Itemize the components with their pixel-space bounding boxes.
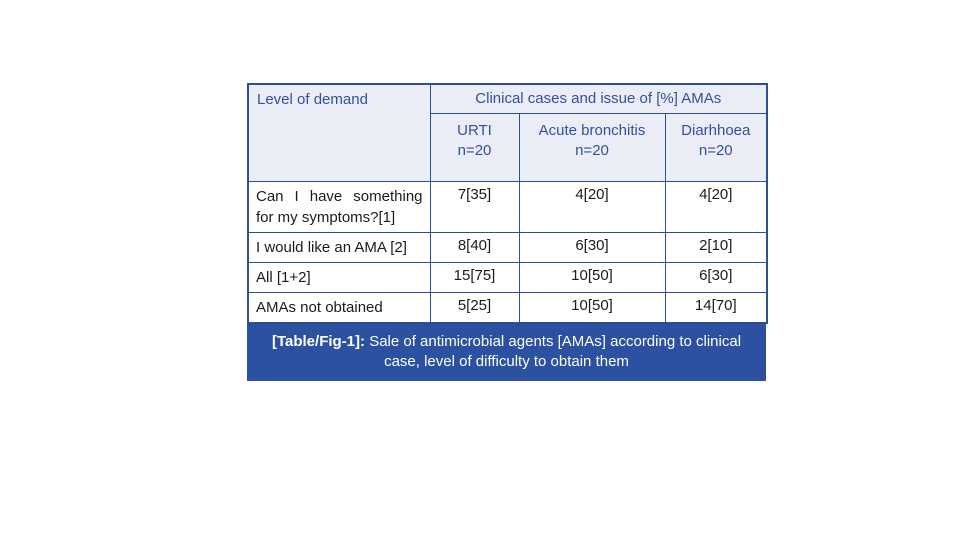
caption-text-line1: Sale of antimicrobial agents [AMAs] acco… [369,332,742,350]
column-n: n=20 [575,141,609,159]
column-name: Diarhhoea [681,121,751,139]
table-row: AMAs not obtained 5[25] 10[50] 14[70] [247,291,768,323]
corner-header-cell: Level of demand [247,83,431,182]
value-cell: 8[40] [429,231,520,263]
column-n: n=20 [457,141,492,159]
table-row: I would like an AMA [2] 8[40] 6[30] 2[10… [247,231,768,263]
column-header-row: URTI n=20 Acute bronchitis n=20 Diarhhoe… [248,112,768,182]
row-label-cell: AMAs not obtained [247,291,431,323]
row-label-cell: All [1+2] [247,261,431,293]
value-cell: 10[50] [518,261,666,293]
value-cell: 15[75] [429,261,520,293]
ama-sales-table: Level of demand Clinical cases and issue… [247,83,769,324]
value-cell: 5[25] [429,291,520,323]
row-label-cell: Can I have something for my symptoms?[1] [247,180,431,233]
column-name: Acute bronchitis [538,121,646,139]
table-caption: [Table/Fig-1]: Sale of antimicrobial age… [247,323,766,381]
row-label-cell: I would like an AMA [2] [247,231,431,263]
column-header-diarrhoea: Diarhhoea n=20 [664,112,768,182]
group-header-row: Level of demand Clinical cases and issue… [247,83,768,182]
column-n: n=20 [698,141,733,159]
caption-label: [Table/Fig-1]: [271,332,366,350]
value-cell: 4[20] [664,180,768,233]
caption-text-line2: case, level of difficulty to obtain them [384,352,629,370]
value-cell: 7[35] [429,180,520,233]
column-header-bronchitis: Acute bronchitis n=20 [518,112,666,182]
value-cell: 2[10] [664,231,768,263]
table-row: Can I have something for my symptoms?[1]… [247,180,768,233]
value-cell: 6[30] [664,261,768,293]
table-row: All [1+2] 15[75] 10[50] 6[30] [247,261,768,293]
group-header-cell: Clinical cases and issue of [%] AMAs [429,83,768,114]
value-cell: 6[30] [518,231,666,263]
value-cell: 4[20] [518,180,666,233]
value-cell: 10[50] [518,291,666,323]
column-header-urti: URTI n=20 [429,112,520,182]
column-name: URTI [457,121,492,139]
table-figure: Level of demand Clinical cases and issue… [247,83,769,381]
value-cell: 14[70] [664,291,768,323]
